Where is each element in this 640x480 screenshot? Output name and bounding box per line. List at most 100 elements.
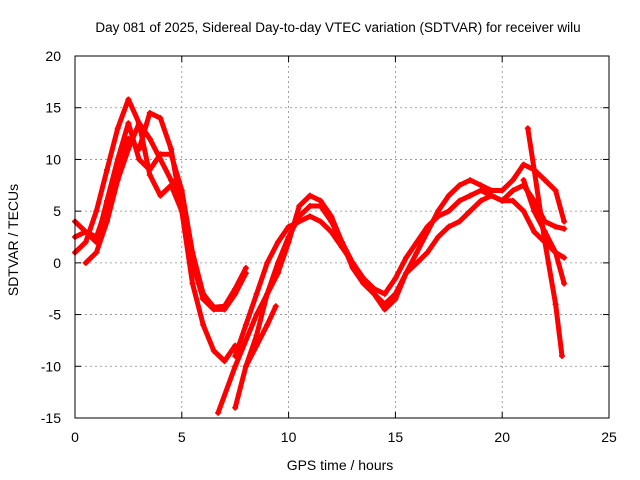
data-point: [381, 290, 388, 297]
data-point: [349, 259, 356, 266]
data-point: [232, 363, 239, 370]
series-line: [243, 303, 279, 369]
data-point: [221, 358, 228, 365]
data-point: [445, 192, 452, 199]
data-point: [509, 187, 516, 194]
data-point: [210, 306, 217, 313]
data-point: [232, 290, 239, 297]
data-point: [328, 218, 335, 225]
data-point: [541, 239, 548, 246]
data-point: [146, 171, 153, 178]
y-tick-label: 15: [45, 100, 61, 116]
data-point: [371, 290, 378, 297]
data-point: [221, 306, 228, 313]
data-point: [561, 225, 568, 232]
data-point: [136, 156, 143, 163]
data-point: [424, 223, 431, 230]
data-point: [371, 285, 378, 292]
data-series-trace-8: [242, 303, 279, 370]
y-tick-label: -10: [41, 358, 61, 374]
data-point: [168, 177, 175, 184]
data-point: [520, 208, 527, 215]
data-point: [499, 197, 506, 204]
data-point: [104, 166, 111, 173]
data-point: [157, 115, 164, 122]
data-point: [114, 177, 121, 184]
data-point: [264, 321, 271, 328]
data-point: [189, 259, 196, 266]
data-point: [306, 192, 313, 199]
data-point: [552, 187, 559, 194]
data-point: [477, 187, 484, 194]
plot-frame: [74, 55, 610, 419]
data-point: [93, 208, 100, 215]
data-point: [509, 197, 516, 204]
y-tick-label: -5: [49, 307, 62, 323]
data-point: [264, 259, 271, 266]
data-point: [157, 156, 164, 163]
data-point: [93, 249, 100, 256]
data-point: [467, 192, 474, 199]
data-point: [561, 218, 568, 225]
data-point: [456, 182, 463, 189]
data-point: [215, 409, 222, 416]
series-line: [83, 120, 249, 312]
data-point: [467, 208, 474, 215]
data-point: [296, 213, 303, 220]
data-point: [413, 239, 420, 246]
data-point: [559, 352, 566, 359]
data-point: [445, 208, 452, 215]
data-point: [403, 254, 410, 261]
data-point: [232, 404, 239, 411]
data-point: [82, 239, 89, 246]
data-point: [136, 120, 143, 127]
data-point: [435, 234, 442, 240]
data-point: [524, 125, 531, 132]
data-point: [520, 161, 527, 168]
data-point: [306, 202, 313, 209]
data-series-trace-4: [82, 120, 249, 313]
data-point: [328, 228, 335, 235]
data-point: [403, 270, 410, 277]
data-point: [552, 249, 559, 256]
data-point: [392, 275, 399, 282]
data-point: [499, 187, 506, 194]
data-point: [392, 296, 399, 303]
data-point: [477, 182, 484, 189]
data-point: [413, 259, 420, 266]
data-point: [232, 352, 239, 359]
data-point: [274, 259, 281, 266]
data-point: [264, 290, 271, 297]
data-point: [157, 192, 164, 199]
y-tick-label: 10: [45, 151, 61, 167]
data-point: [136, 146, 143, 153]
data-point: [200, 296, 207, 303]
data-point: [285, 223, 292, 230]
data-point: [561, 280, 568, 287]
y-tick-label: 20: [45, 48, 61, 64]
data-series-group: [72, 96, 568, 416]
data-point: [210, 347, 217, 354]
data-point: [296, 202, 303, 209]
data-point: [381, 306, 388, 313]
data-point: [114, 161, 121, 168]
data-point: [253, 332, 260, 339]
data-point: [531, 208, 538, 215]
data-point: [306, 213, 313, 220]
series-line: [232, 182, 567, 411]
x-tick-label: 15: [388, 429, 404, 445]
data-point: [424, 249, 431, 256]
data-point: [360, 275, 367, 282]
x-tick-label: 20: [494, 429, 510, 445]
data-point: [168, 146, 175, 153]
data-point: [125, 120, 132, 127]
data-point: [488, 187, 495, 194]
data-point: [200, 321, 207, 328]
data-point: [552, 301, 559, 308]
x-tick-label: 0: [71, 429, 79, 445]
data-point: [178, 208, 185, 215]
data-point: [445, 223, 452, 230]
data-point: [146, 135, 153, 142]
data-point: [531, 228, 538, 235]
